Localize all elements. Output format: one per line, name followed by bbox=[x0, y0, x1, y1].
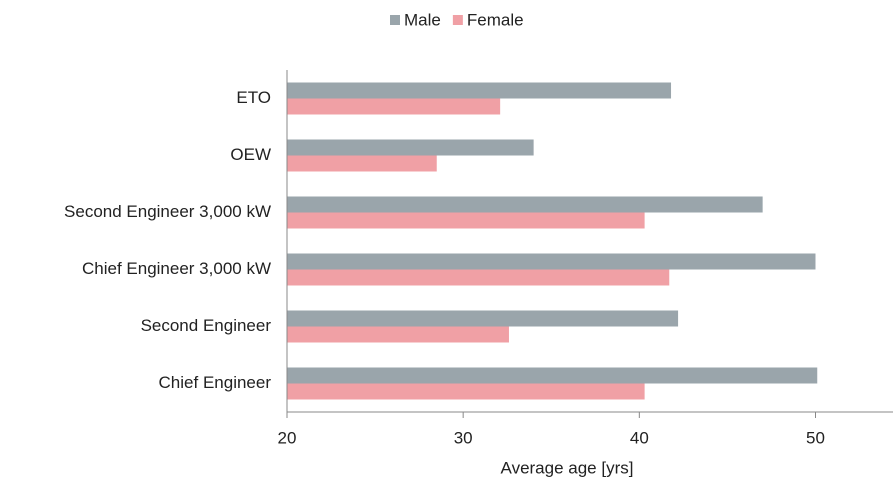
bar bbox=[287, 326, 509, 343]
legend-swatch bbox=[452, 15, 463, 25]
x-tick-label: 20 bbox=[278, 428, 297, 447]
x-tick-label: 50 bbox=[806, 428, 825, 447]
bar bbox=[287, 139, 534, 156]
bar bbox=[287, 253, 816, 270]
y-tick-label: Chief Engineer 3,000 kW bbox=[82, 259, 271, 278]
legend-swatch bbox=[390, 15, 400, 25]
legend-label: Female bbox=[467, 10, 524, 29]
bar bbox=[287, 269, 670, 286]
y-tick-label: Second Engineer 3,000 kW bbox=[64, 202, 271, 221]
bar bbox=[287, 82, 672, 99]
bar bbox=[287, 383, 645, 400]
y-tick-label: OEW bbox=[230, 145, 271, 164]
x-tick-label: 40 bbox=[630, 428, 649, 447]
y-tick-label: ETO bbox=[236, 88, 271, 107]
bar bbox=[287, 155, 437, 172]
bar bbox=[287, 98, 501, 115]
y-tick-label: Chief Engineer bbox=[159, 373, 272, 392]
bar bbox=[287, 196, 763, 213]
legend-label: Male bbox=[404, 10, 441, 29]
x-axis-label: Average age [yrs] bbox=[501, 458, 634, 477]
y-tick-label: Second Engineer bbox=[141, 316, 272, 335]
bar bbox=[287, 310, 679, 327]
x-tick-label: 30 bbox=[454, 428, 473, 447]
bar bbox=[287, 212, 645, 229]
bar bbox=[287, 367, 818, 384]
